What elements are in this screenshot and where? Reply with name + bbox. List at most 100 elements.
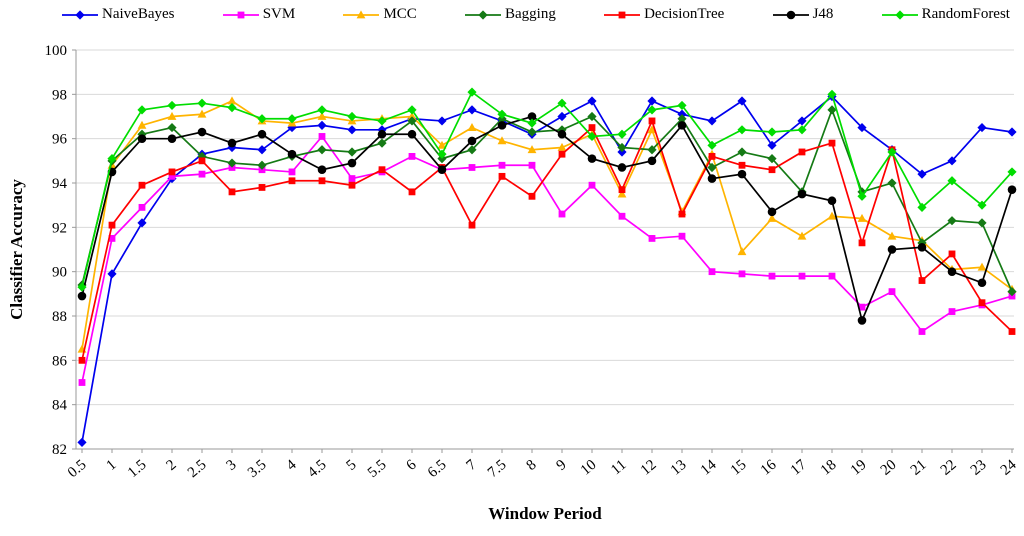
- square-marker: [678, 232, 686, 240]
- diamond-marker: [497, 109, 507, 119]
- series-line: [81, 118, 1013, 361]
- square-marker: [498, 172, 506, 180]
- square-marker: [738, 270, 746, 278]
- diamond-marker: [137, 105, 147, 115]
- legend-item-MCC: MCC: [343, 6, 417, 23]
- square-marker: [648, 117, 656, 125]
- diamond-marker: [647, 96, 657, 106]
- square-marker: [198, 157, 206, 165]
- series-RandomForest: [77, 87, 1017, 292]
- square-marker: [108, 235, 116, 242]
- triangle-marker: [467, 122, 477, 131]
- axes: [75, 50, 1014, 450]
- x-tick-label: 13: [668, 457, 690, 479]
- square-marker: [228, 188, 236, 196]
- x-tick-label: 0.5: [65, 457, 90, 481]
- square-marker: [768, 166, 776, 174]
- chart-legend: NaiveBayes SVM MCC Bagging DecisionTree J48 Ra…: [62, 6, 1010, 23]
- square-marker: [138, 203, 146, 211]
- triangle-marker: [317, 111, 327, 120]
- square-marker: [168, 172, 176, 180]
- diamond-marker: [75, 9, 85, 20]
- diamond-marker: [227, 158, 237, 168]
- diamond-marker: [947, 156, 957, 166]
- square-marker: [948, 308, 956, 315]
- square-marker: [1008, 328, 1016, 335]
- circle-marker: [257, 129, 267, 139]
- diamond-marker: [917, 202, 927, 212]
- square-marker: [708, 153, 716, 160]
- y-tick-label: 82: [52, 442, 67, 458]
- y-axis-title: Classifier Accuracy: [7, 179, 26, 320]
- triangle-marker: [617, 189, 627, 198]
- legend-label: J48: [812, 6, 834, 22]
- triangle-marker: [227, 96, 237, 105]
- gridlines: [76, 49, 1014, 406]
- diamond-marker: [617, 129, 627, 139]
- square-marker: [858, 239, 866, 247]
- diamond-marker: [707, 162, 717, 173]
- circle-marker: [677, 121, 687, 130]
- circle-marker: [287, 149, 297, 159]
- square-marker: [798, 272, 806, 280]
- diamond-marker: [947, 176, 957, 186]
- x-axis-title: Window Period: [488, 504, 602, 523]
- circle-marker: [887, 245, 897, 254]
- x-tick-label: 1.5: [125, 457, 150, 481]
- diamond-marker: [467, 145, 477, 155]
- diamond-marker: [317, 145, 327, 155]
- x-tick-label: 4.5: [305, 457, 330, 481]
- triangle-marker: [737, 247, 747, 256]
- diamond-marker: [257, 160, 267, 170]
- diamond-marker: [478, 9, 488, 20]
- x-tick-label: 11: [608, 457, 629, 479]
- circle-marker: [977, 278, 987, 288]
- diamond-marker: [737, 147, 747, 157]
- circle-marker: [767, 207, 777, 217]
- diamond-marker: [347, 125, 357, 135]
- circle-marker: [617, 163, 627, 172]
- triangle-legend-icon: [343, 9, 380, 18]
- diamond-marker: [317, 105, 327, 115]
- diamond-marker: [77, 437, 87, 447]
- x-tick-label: 24: [998, 456, 1020, 478]
- series-line: [81, 135, 1013, 383]
- diamond-marker: [827, 105, 837, 115]
- diamond-legend-icon: [465, 9, 502, 20]
- legend-item-J48: J48: [772, 6, 834, 23]
- square-marker: [288, 177, 296, 185]
- diamond-marker: [557, 98, 567, 108]
- diamond-marker: [137, 218, 147, 228]
- diamond-marker: [557, 111, 567, 122]
- triangle-marker: [857, 213, 867, 222]
- circle-marker: [1007, 185, 1017, 194]
- square-marker: [708, 268, 716, 276]
- diamond-marker: [707, 140, 717, 150]
- square-marker: [828, 272, 836, 280]
- triangle-marker: [647, 125, 657, 134]
- legend-label: RandomForest: [921, 6, 1010, 22]
- square-marker: [348, 175, 356, 182]
- series-line: [81, 115, 1013, 324]
- triangle-marker: [137, 120, 147, 129]
- legend-item-DecisionTree: DecisionTree: [604, 6, 724, 23]
- square-marker: [918, 277, 926, 284]
- x-tick-label: 15: [728, 457, 750, 479]
- square-marker: [768, 272, 776, 280]
- diamond-marker: [707, 116, 717, 126]
- diamond-marker: [587, 111, 597, 122]
- square-legend-icon: [604, 11, 641, 18]
- x-tick-label: 14: [698, 456, 720, 478]
- diamond-marker: [107, 154, 117, 164]
- diamond-marker: [647, 145, 657, 155]
- circle-marker: [737, 169, 747, 179]
- series-NaiveBayes: [77, 91, 1017, 447]
- legend-item-NaiveBayes: NaiveBayes: [62, 6, 174, 23]
- diamond-marker: [887, 178, 897, 188]
- circle-marker: [197, 127, 207, 137]
- square-marker: [108, 221, 116, 229]
- square-legend-icon: [222, 11, 259, 18]
- series-MCC: [77, 96, 1017, 353]
- circle-marker: [347, 158, 357, 168]
- x-tick-label: 7: [464, 456, 480, 473]
